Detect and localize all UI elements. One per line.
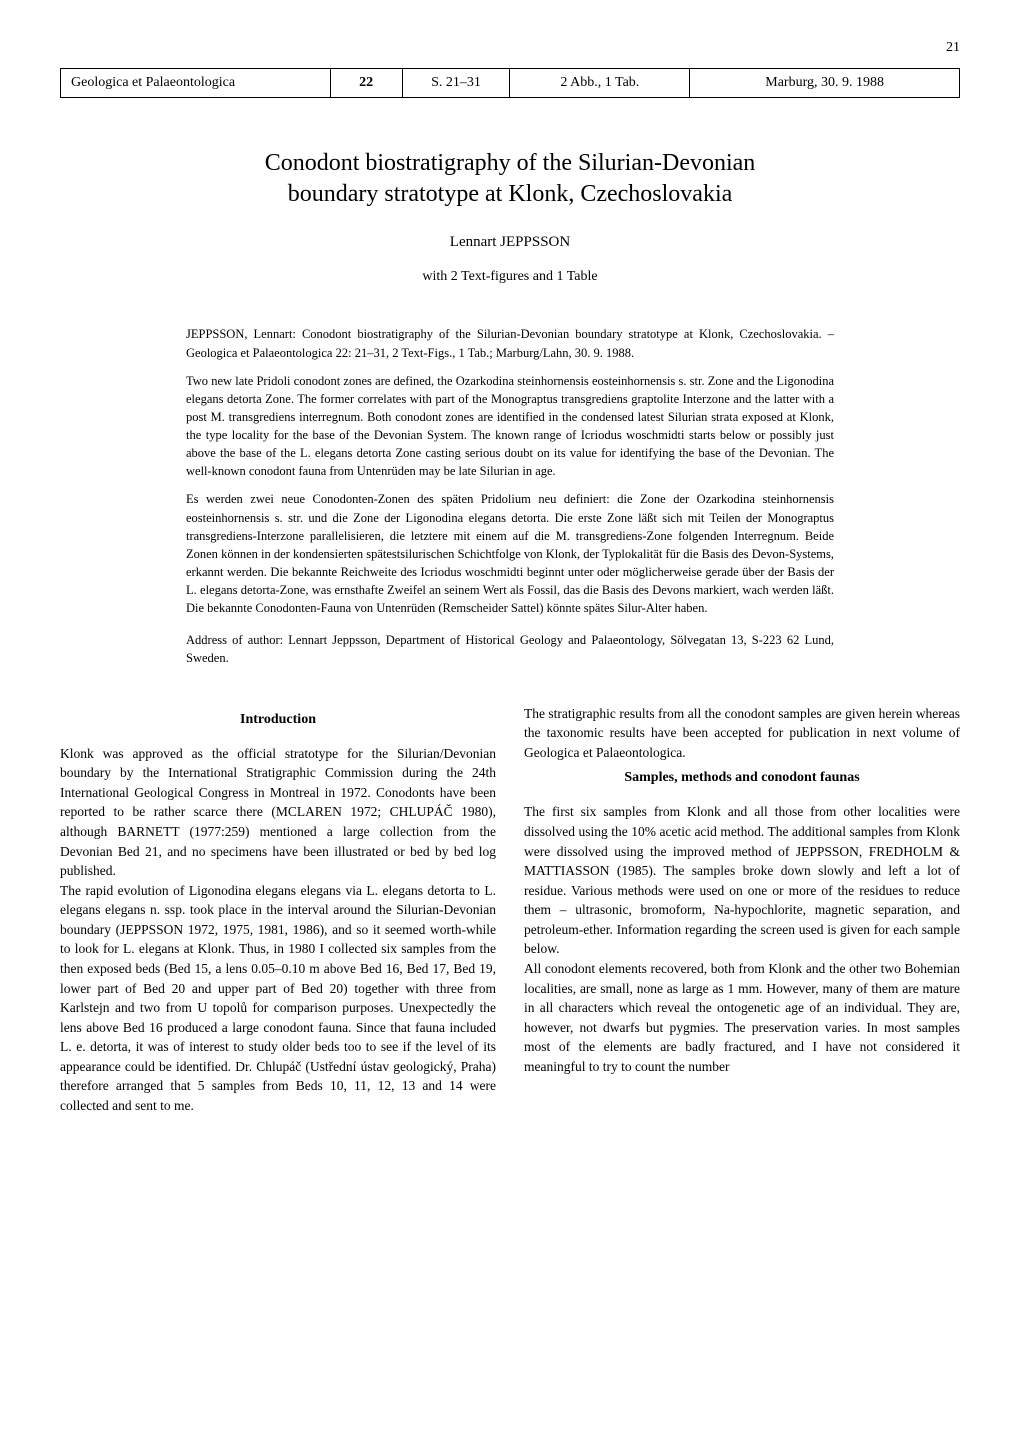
left-column: Introduction Klonk was approved as the o… <box>60 704 496 1116</box>
journal-name: Geologica et Palaeontologica <box>61 69 331 98</box>
author: Lennart JEPPSSON <box>60 234 960 251</box>
right-para-1: The stratigraphic results from all the c… <box>524 704 960 763</box>
abstract-english: Two new late Pridoli conodont zones are … <box>186 372 834 481</box>
volume: 22 <box>330 69 402 98</box>
page-range: S. 21–31 <box>402 69 510 98</box>
page-number: 21 <box>60 40 960 56</box>
abstract-citation: JEPPSSON, Lennart: Conodont biostratigra… <box>186 325 834 361</box>
title-line-1: Conodont biostratigraphy of the Silurian… <box>265 150 756 176</box>
article-title: Conodont biostratigraphy of the Silurian… <box>60 148 960 210</box>
figures-count: 2 Abb., 1 Tab. <box>510 69 690 98</box>
abstract-german: Es werden zwei neue Conodonten-Zonen des… <box>186 490 834 617</box>
intro-para-2: The rapid evolution of Ligonodina elegan… <box>60 881 496 1116</box>
title-line-2: boundary stratotype at Klonk, Czechoslov… <box>288 181 733 207</box>
figures-note: with 2 Text-figures and 1 Table <box>60 269 960 285</box>
intro-para-1: Klonk was approved as the official strat… <box>60 744 496 881</box>
right-para-2: The first six samples from Klonk and all… <box>524 802 960 959</box>
samples-heading: Samples, methods and conodont faunas <box>524 768 960 788</box>
abstract-block: JEPPSSON, Lennart: Conodont biostratigra… <box>186 325 834 667</box>
place-date: Marburg, 30. 9. 1988 <box>690 69 960 98</box>
right-para-3: All conodont elements recovered, both fr… <box>524 959 960 1076</box>
right-column: The stratigraphic results from all the c… <box>524 704 960 1116</box>
introduction-heading: Introduction <box>60 710 496 730</box>
header-row: Geologica et Palaeontologica 22 S. 21–31… <box>61 69 960 98</box>
header-table: Geologica et Palaeontologica 22 S. 21–31… <box>60 68 960 98</box>
author-address: Address of author: Lennart Jeppsson, Dep… <box>186 631 834 667</box>
body-columns: Introduction Klonk was approved as the o… <box>60 704 960 1116</box>
